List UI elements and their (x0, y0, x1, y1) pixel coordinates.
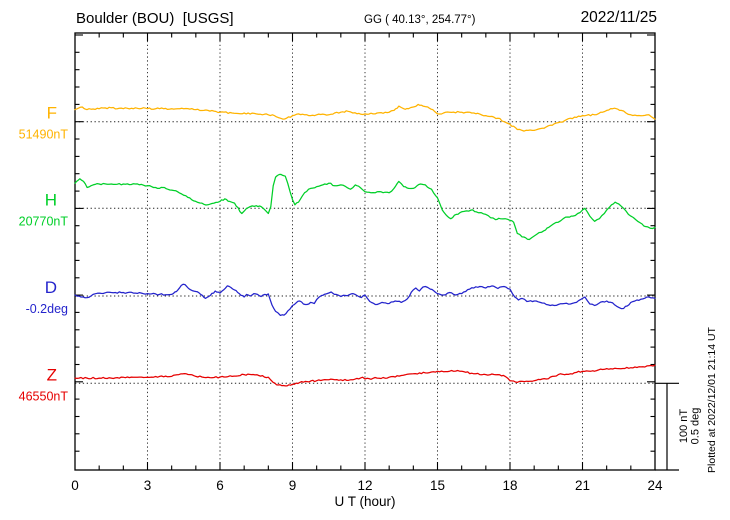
baseline-value-F: 51490nT (19, 128, 69, 142)
component-label-D: D (45, 278, 57, 297)
plot-date: 2022/11/25 (580, 9, 657, 26)
x-tick-label-0: 0 (71, 478, 79, 493)
plotted-at-label: Plotted at 2022/12/01 21:14 UT (706, 326, 718, 473)
trace-H (74, 173, 656, 241)
geographic-coords: GG ( 40.13°, 254.77°) (364, 14, 476, 26)
baseline-value-D: -0.2deg (26, 302, 68, 316)
plot-frame (74, 32, 656, 471)
trace-D (74, 283, 656, 317)
trace-Z (74, 364, 656, 387)
station-title: Boulder (BOU) [USGS] (76, 10, 234, 27)
scale-deg-label: 0.5 deg (690, 408, 702, 445)
x-tick-label-12: 12 (357, 478, 372, 493)
x-tick-label-15: 15 (430, 478, 445, 493)
component-label-H: H (45, 190, 57, 209)
x-tick-label-9: 9 (289, 478, 297, 493)
baseline-value-H: 20770nT (19, 214, 69, 228)
x-tick-label-6: 6 (216, 478, 224, 493)
x-tick-label-18: 18 (502, 478, 517, 493)
x-axis-title: U T (hour) (334, 494, 396, 509)
component-label-Z: Z (47, 365, 57, 384)
baseline-value-Z: 46550nT (19, 389, 69, 403)
x-tick-label-3: 3 (144, 478, 152, 493)
trace-F (74, 103, 656, 132)
x-tick-label-21: 21 (575, 478, 590, 493)
component-label-F: F (47, 104, 57, 123)
x-tick-label-24: 24 (647, 478, 663, 493)
scale-nt-label: 100 nT (678, 409, 690, 444)
